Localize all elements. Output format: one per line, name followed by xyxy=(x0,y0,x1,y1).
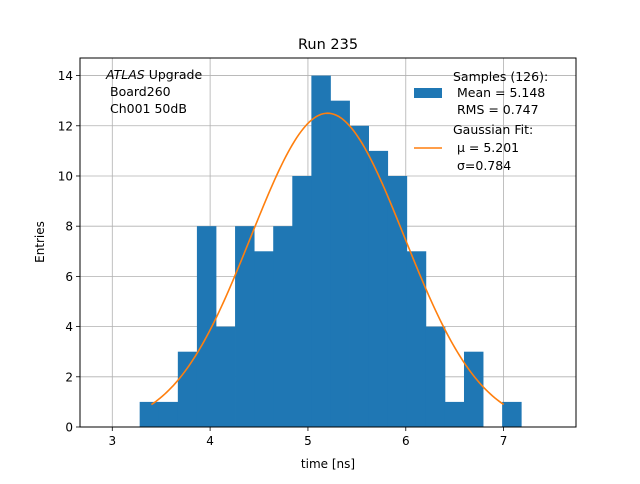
legend-fit-title: Gaussian Fit: xyxy=(453,122,533,137)
y-tick-label: 2 xyxy=(65,370,73,384)
histogram-bar xyxy=(406,251,427,427)
histogram-bar xyxy=(425,326,446,427)
gaussian-fit-curve xyxy=(150,112,505,406)
y-tick-label: 10 xyxy=(58,169,73,183)
legend-fit-sigma: σ=0.784 xyxy=(453,158,511,173)
annotation-line-1: ATLAS Upgrade xyxy=(105,67,202,82)
y-axis-label: Entries xyxy=(33,221,47,263)
histogram-bar xyxy=(444,401,465,427)
y-tick-label: 14 xyxy=(58,69,73,83)
histogram-bar xyxy=(139,401,160,427)
legend-samples-title: Samples (126): xyxy=(453,69,548,84)
annotation-box: ATLAS Upgrade Board260 Ch001 50dB xyxy=(105,67,202,116)
annotation-line-2: Board260 xyxy=(110,84,171,99)
legend: Samples (126): Mean = 5.148 RMS = 0.747 … xyxy=(414,69,548,173)
x-axis-label: time [ns] xyxy=(301,457,355,471)
histogram-bar xyxy=(463,351,484,427)
plot-frame xyxy=(79,57,577,428)
x-tick-label: 4 xyxy=(206,434,214,448)
x-tick-label: 6 xyxy=(402,434,410,448)
x-tick-label: 3 xyxy=(108,434,116,448)
histogram-bar xyxy=(254,251,274,427)
y-axis-ticks: 0 2 4 6 8 10 12 14 xyxy=(58,69,80,435)
histogram-bar xyxy=(330,100,350,428)
histogram-bar xyxy=(215,326,236,427)
y-tick-label: 6 xyxy=(65,270,73,284)
legend-samples-patch xyxy=(414,88,442,98)
y-tick-label: 4 xyxy=(65,320,73,334)
legend-samples-rms: RMS = 0.747 xyxy=(453,102,539,117)
histogram-bar xyxy=(235,226,255,427)
annotation-line-3: Ch001 50dB xyxy=(110,101,187,116)
histogram-bar xyxy=(368,150,389,427)
x-axis-ticks: 3 4 5 6 7 xyxy=(108,427,507,448)
histogram-bar xyxy=(273,226,293,427)
histogram-bar xyxy=(502,401,522,427)
x-tick-label: 5 xyxy=(304,434,312,448)
chart-title: Run 235 xyxy=(298,37,358,53)
x-tick-label: 7 xyxy=(500,434,508,448)
histogram-bar xyxy=(158,401,179,427)
y-tick-label: 8 xyxy=(65,220,73,234)
histogram-bar xyxy=(292,175,312,427)
histogram-bar xyxy=(196,226,217,427)
legend-samples-mean: Mean = 5.148 xyxy=(453,85,545,100)
histogram-bar xyxy=(349,125,369,427)
histogram-bars xyxy=(139,75,522,428)
histogram-bar xyxy=(177,351,198,427)
y-tick-label: 0 xyxy=(65,421,73,435)
legend-fit-mu: μ = 5.201 xyxy=(453,140,519,155)
histogram-bar xyxy=(311,75,331,428)
y-tick-label: 12 xyxy=(58,119,73,133)
histogram-bar xyxy=(387,175,408,427)
